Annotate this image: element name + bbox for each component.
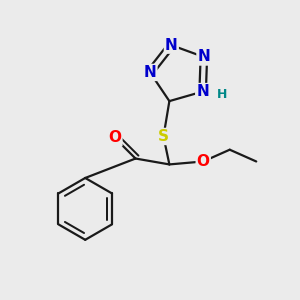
Text: N: N xyxy=(165,38,178,52)
Text: N: N xyxy=(197,50,210,64)
Text: N: N xyxy=(196,84,209,99)
Text: N: N xyxy=(144,65,156,80)
Text: O: O xyxy=(197,154,210,169)
Text: O: O xyxy=(108,130,122,146)
Text: H: H xyxy=(217,88,227,101)
Text: S: S xyxy=(158,129,169,144)
